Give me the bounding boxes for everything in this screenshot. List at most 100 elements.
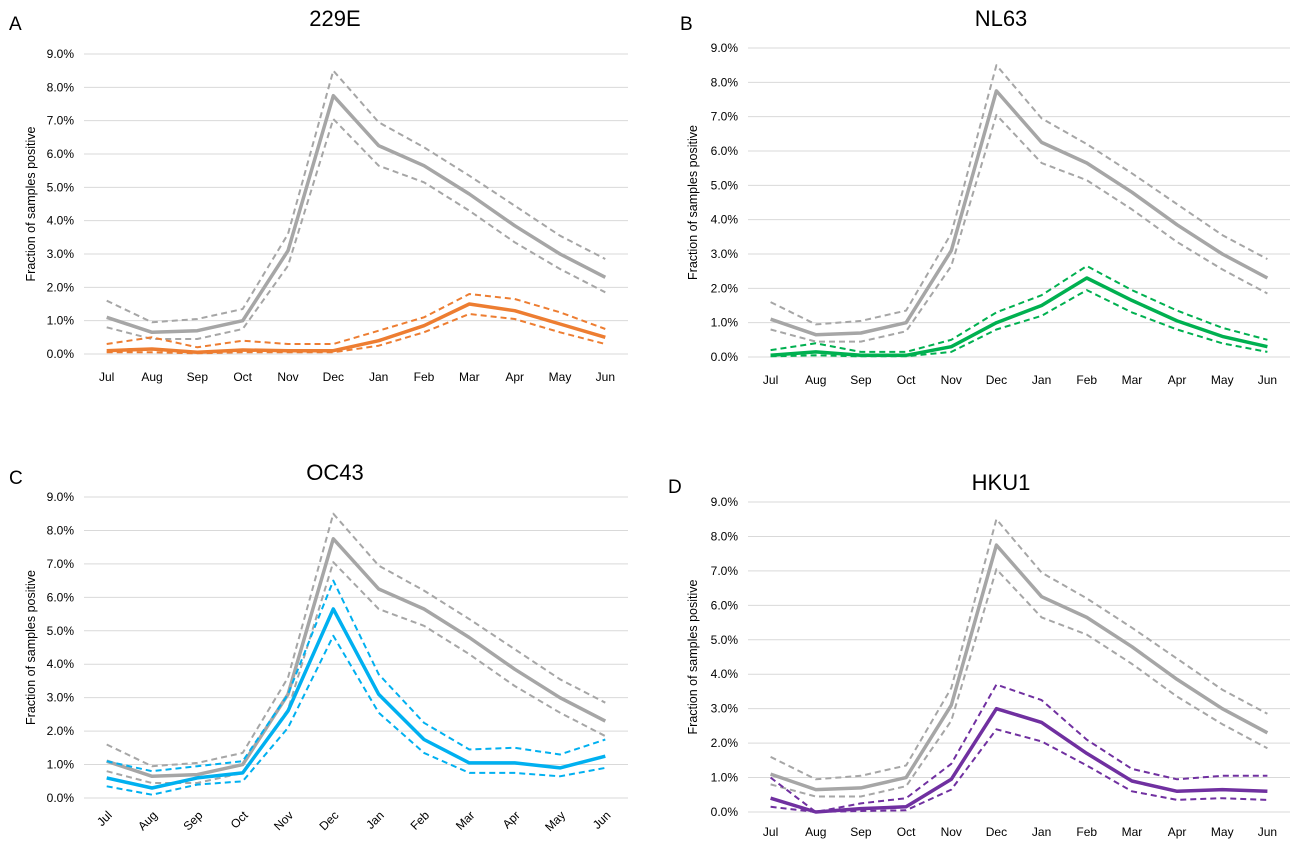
x-tick-label: Nov [941,373,962,387]
y-tick-label: 4.0% [47,214,75,228]
series-line-overall-lower [106,561,606,784]
x-tick-label: Mar [1122,825,1143,839]
chart-title: OC43 [306,460,363,485]
x-tick-label: Oct [897,373,916,387]
y-tick-label: 1.0% [711,771,739,785]
panel-letter: D [668,477,682,498]
y-tick-label: 8.0% [47,523,75,537]
y-tick-label: 2.0% [47,280,75,294]
x-tick-label: Aug [141,370,162,384]
x-tick-label: Jun [596,370,615,384]
x-tick-label: Nov [277,370,298,384]
panel-letter: A [9,14,22,35]
y-tick-label: 0.0% [47,347,75,361]
chart-title: 229E [309,6,360,31]
y-axis-label: Fraction of samples positive [24,126,38,281]
y-tick-label: 4.0% [47,657,75,671]
x-tick-label: May [1211,825,1234,839]
x-tick-label: Feb [1076,825,1097,839]
series-line-overall-upper [106,512,606,768]
y-tick-label: 6.0% [711,144,739,158]
series-line-virus [770,706,1268,814]
y-tick-label: 0.0% [711,805,739,819]
y-tick-label: 5.0% [47,180,75,194]
y-tick-label: 0.0% [47,791,75,805]
y-axis-label: Fraction of samples positive [686,125,700,280]
x-tick-label: Oct [897,825,916,839]
y-tick-label: 2.0% [47,724,75,738]
x-tick-label: Nov [941,825,962,839]
x-tick-label: Feb [414,370,435,384]
y-tick-label: 1.0% [47,314,75,328]
x-tick-label: Jan [363,808,387,832]
series-line-virus-upper [770,265,1268,353]
x-tick-label: Dec [323,370,344,384]
x-tick-label: Feb [408,808,433,833]
series-line-overall-upper [106,69,606,324]
series-line-overall-lower [770,568,1268,798]
x-tick-label: Dec [986,373,1007,387]
x-tick-label: Mar [1122,373,1143,387]
x-tick-label: Jun [1258,373,1277,387]
y-tick-label: 2.0% [711,281,739,295]
chart-title: HKU1 [972,470,1031,495]
chart-panel-a: A 229E 0.0% 1.0% 2.0% 3.0% 4.0% 5.0% 6.0% 7.0% 8.0… [9,6,628,384]
panel-letter: B [680,14,693,35]
series-line-virus [770,276,1268,358]
y-tick-label: 8.0% [711,75,739,89]
y-axis-label: Fraction of samples positive [686,579,700,734]
x-tick-label: May [1211,373,1234,387]
y-tick-label: 8.0% [47,80,75,94]
x-tick-label: Apr [1168,373,1187,387]
chart-panel-d: D HKU1 0.0% 1.0% 2.0% 3.0% 4.0% 5.0% 6.0% 7.0% 8.0… [668,470,1290,839]
series-line-overall [106,537,607,779]
y-tick-label: 1.0% [47,758,75,772]
y-tick-label: 7.0% [711,110,739,124]
y-tick-label: 4.0% [711,213,739,227]
x-tick-label: Dec [986,825,1007,839]
x-tick-label: Sep [850,373,872,387]
x-tick-label: Jan [1032,825,1051,839]
x-tick-label: Jan [1032,373,1051,387]
y-tick-label: 5.0% [711,633,739,647]
x-tick-label: Sep [850,825,872,839]
series-line-virus-upper [769,683,1268,813]
y-tick-label: 8.0% [711,529,739,543]
y-tick-label: 2.0% [711,736,739,750]
x-tick-label: Oct [233,370,252,384]
x-tick-label: Oct [228,808,252,832]
series-line-overall-lower [106,118,606,340]
x-tick-label: Mar [453,808,478,833]
chart-panel-c: C OC43 0.0% 1.0% 2.0% 3.0% 4.0% 5.0% 6.0% 7.0% 8.0… [9,460,628,834]
panel-letter: C [9,468,23,489]
y-tick-label: 3.0% [711,702,739,716]
y-tick-label: 6.0% [47,590,75,604]
series-line-overall-upper [770,64,1268,326]
series-line-virus-lower [770,728,1268,813]
x-tick-label: Jan [369,370,388,384]
series-line-overall [770,89,1269,337]
x-tick-label: May [549,370,572,384]
x-tick-label: Sep [187,370,209,384]
y-tick-label: 3.0% [47,691,75,705]
series-line-virus [106,302,606,355]
x-tick-label: Jun [1258,825,1277,839]
chart-panel-b: B NL63 0.0% 1.0% 2.0% 3.0% 4.0% 5.0% 6.0% 7.0% 8.0… [680,6,1290,387]
series-line-virus-lower [106,634,606,796]
y-tick-label: 7.0% [47,114,75,128]
series-line-virus [106,607,606,790]
x-tick-label: Jul [763,373,778,387]
x-tick-label: Sep [180,808,205,833]
x-tick-label: Jul [763,825,778,839]
x-tick-label: Apr [500,808,523,831]
y-tick-label: 7.0% [711,564,739,578]
y-tick-label: 7.0% [47,557,75,571]
y-tick-label: 9.0% [711,41,739,55]
x-tick-label: Nov [271,808,296,833]
y-tick-label: 4.0% [711,667,739,681]
x-tick-label: Apr [1168,825,1187,839]
x-tick-label: Jul [94,808,115,829]
x-tick-label: Jul [99,370,114,384]
x-tick-label: Aug [805,825,826,839]
